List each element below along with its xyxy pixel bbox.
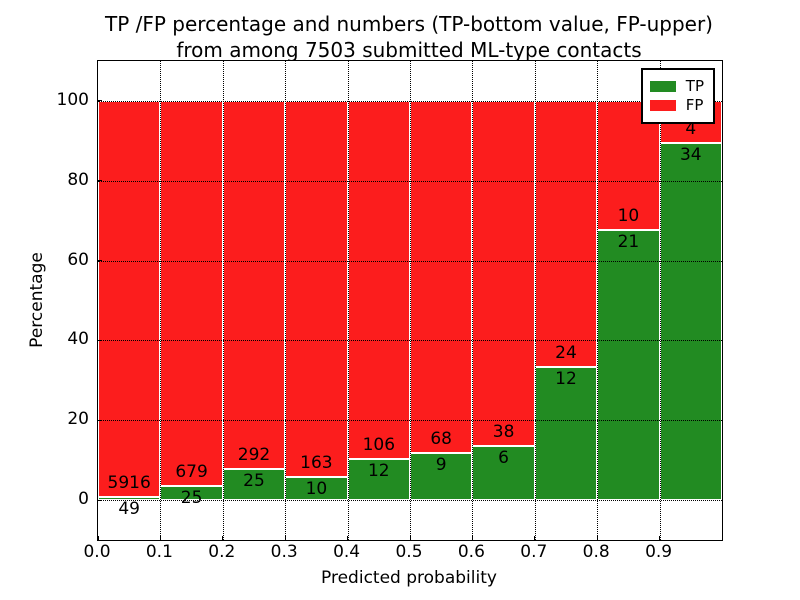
x-tick-mark [97, 536, 99, 540]
fp-bar-segment [534, 100, 598, 368]
tp-count-label: 12 [555, 369, 577, 390]
y-tick-mark [98, 180, 102, 182]
x-tick-label: 0.7 [520, 542, 548, 562]
fp-color-swatch [649, 99, 676, 111]
vertical-gridline [472, 61, 474, 540]
vertical-gridline [659, 61, 661, 540]
legend-item-tp: TP [649, 77, 704, 95]
x-tick-label: 0.4 [333, 542, 361, 562]
x-tick-label: 0.5 [395, 542, 423, 562]
vertical-gridline [410, 61, 411, 540]
vertical-gridline [160, 61, 162, 540]
legend: TP FP [640, 68, 715, 124]
tp-count-label: 25 [243, 470, 265, 491]
fp-count-label: 24 [555, 343, 577, 364]
y-tick-label: 40 [67, 329, 89, 350]
y-tick-label: 100 [56, 89, 89, 110]
x-tick-mark [659, 536, 661, 540]
x-tick-mark [471, 536, 473, 540]
y-tick-mark [98, 100, 102, 102]
tp-bar-segment [347, 459, 410, 501]
tp-count-label: 12 [367, 461, 390, 482]
fp-bar-segment [222, 100, 286, 469]
legend-label-fp: FP [685, 96, 704, 114]
y-tick-label: 0 [78, 489, 89, 510]
y-tick-mark [98, 499, 102, 501]
x-tick-label: 0.2 [208, 542, 236, 562]
fp-bar-segment [410, 100, 473, 454]
x-tick-label: 0.6 [457, 542, 485, 562]
fp-count-label: 5916 [107, 472, 151, 493]
y-tick-mark [98, 260, 102, 262]
tp-bar-segment [98, 496, 161, 501]
fp-count-label: 4 [685, 118, 697, 139]
y-tick-mark [98, 339, 102, 341]
fp-count-label: 38 [492, 421, 515, 442]
chart-title: TP /FP percentage and numbers (TP-bottom… [97, 11, 721, 63]
y-tick-label: 20 [67, 409, 89, 430]
tp-bar-segment [472, 445, 535, 501]
tp-count-label: 25 [180, 487, 203, 508]
chart-title-line1: TP /FP percentage and numbers (TP-bottom… [105, 12, 713, 36]
x-tick-mark [159, 536, 161, 540]
x-tick-mark [534, 536, 536, 540]
vertical-gridline [222, 61, 224, 540]
legend-label-tp: TP [685, 77, 704, 95]
tp-color-swatch [649, 80, 676, 92]
vertical-gridline [347, 61, 349, 540]
tp-count-label: 6 [498, 447, 510, 468]
x-tick-label: 0.0 [83, 542, 111, 562]
vertical-gridline [285, 61, 287, 540]
fp-count-label: 679 [175, 461, 208, 482]
vertical-gridline [534, 61, 536, 540]
tp-bar-segment [597, 229, 660, 501]
fp-count-label: 163 [300, 453, 333, 473]
fp-bar-segment [472, 100, 535, 446]
tp-count-label: 10 [305, 479, 328, 499]
tp-bar-segment [222, 468, 286, 501]
fp-bar-segment [347, 100, 410, 460]
x-tick-mark [284, 536, 286, 540]
y-tick-label: 60 [67, 249, 89, 270]
fp-count-label: 292 [237, 444, 271, 465]
tp-bar-segment [659, 142, 722, 501]
tp-count-label: 21 [617, 231, 640, 252]
vertical-gridline [597, 61, 599, 540]
fp-bar-segment [285, 100, 348, 477]
tp-count-label: 49 [118, 498, 141, 519]
x-tick-label: 0.1 [145, 542, 173, 562]
plot-area: TP FP 5916 49 679 25 292 25 163 10 106 12 68 9 38 6 24… [97, 60, 723, 541]
chart-title-line2: from among 7503 submitted ML-type contac… [176, 38, 642, 62]
x-tick-label: 0.8 [582, 542, 610, 562]
tp-bar-segment [410, 453, 473, 501]
fp-count-label: 10 [617, 205, 640, 226]
x-tick-mark [222, 536, 224, 540]
fp-bar-segment [160, 100, 223, 486]
y-tick-mark [98, 419, 102, 421]
fp-count-label: 106 [362, 435, 396, 456]
x-tick-mark [409, 536, 411, 540]
tp-count-label: 9 [435, 455, 447, 476]
fp-count-label: 68 [430, 429, 453, 450]
y-tick-label: 80 [67, 169, 89, 190]
fp-bar-segment [98, 100, 161, 497]
tp-count-label: 34 [679, 144, 702, 165]
x-axis-label: Predicted probability [321, 568, 497, 588]
x-tick-mark [347, 536, 349, 540]
x-tick-label: 0.3 [270, 542, 298, 562]
legend-item-fp: FP [649, 96, 704, 114]
x-tick-mark [596, 536, 598, 540]
x-tick-label: 0.9 [645, 542, 673, 562]
